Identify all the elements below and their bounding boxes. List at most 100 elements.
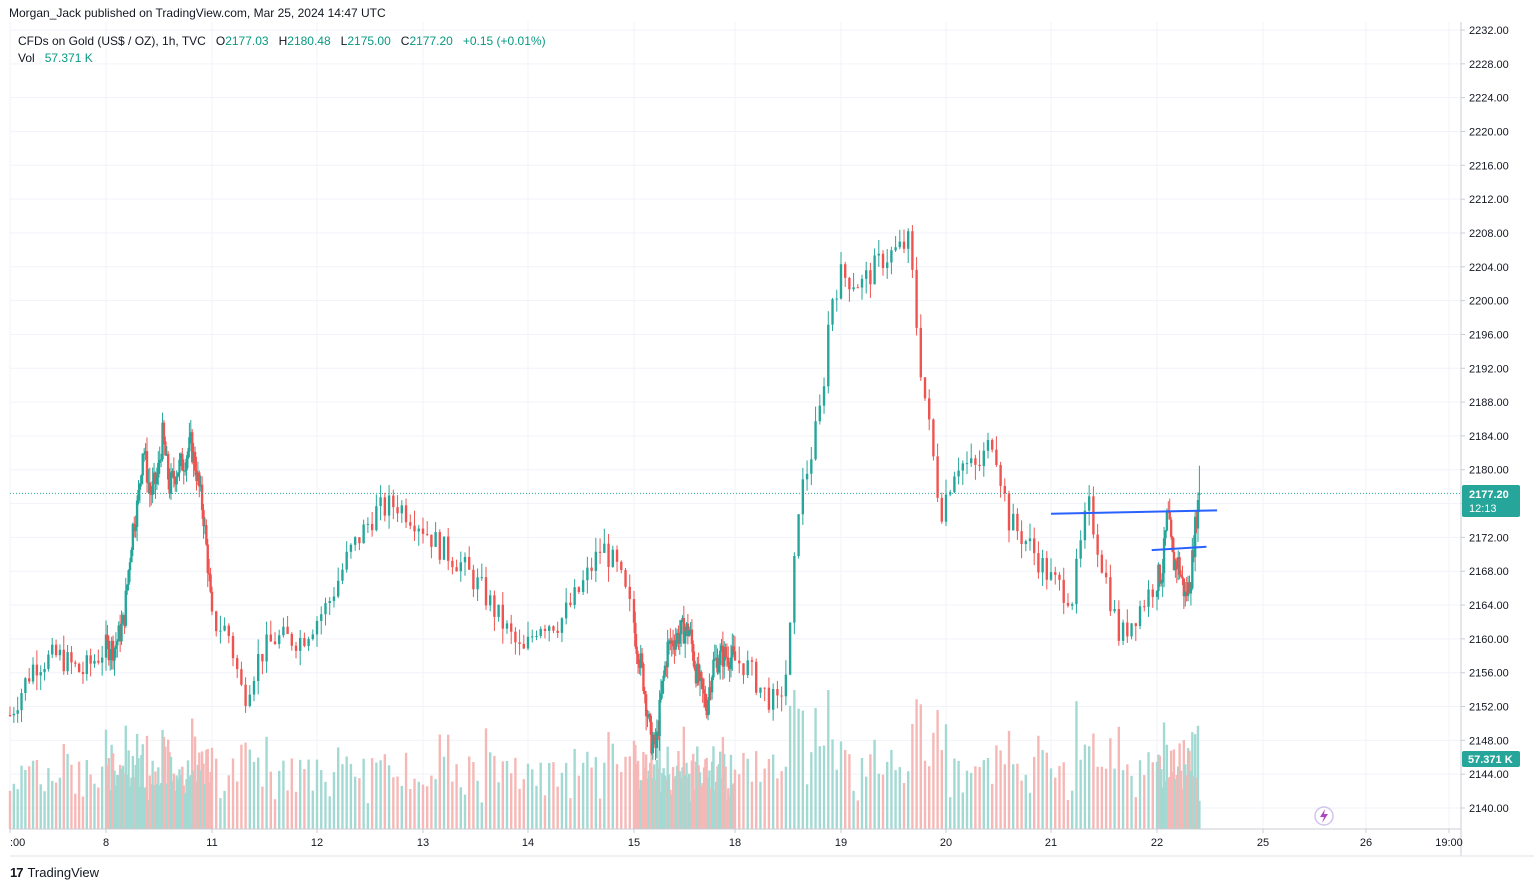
volume-bar — [818, 746, 821, 829]
brand-name: TradingView — [27, 865, 100, 880]
volume-bar — [480, 802, 483, 829]
volume-bar — [202, 763, 205, 829]
candle-body — [159, 459, 163, 461]
volume-bar — [801, 710, 805, 829]
volume-bar — [387, 765, 391, 829]
volume-bar — [400, 785, 403, 829]
volume-bar — [1164, 781, 1167, 829]
candle-body — [109, 655, 112, 661]
candle-body — [556, 630, 559, 633]
volume-bar — [505, 761, 509, 829]
volume-bar — [1188, 750, 1191, 829]
candle-body — [738, 660, 741, 664]
candle-body — [689, 629, 692, 631]
candle-body — [1037, 553, 1040, 573]
volume-bar — [651, 778, 655, 829]
volume-bar — [673, 778, 676, 829]
volume-bar — [66, 753, 69, 829]
y-tick-label: 2224.00 — [1469, 93, 1509, 105]
candle-body — [1071, 604, 1074, 606]
volume-bar — [426, 786, 429, 829]
candle-body — [1178, 557, 1181, 575]
candle-body — [278, 635, 281, 645]
volume-bar — [675, 765, 679, 829]
candle-body — [39, 672, 42, 676]
volume-bar — [77, 761, 81, 829]
candle-body — [273, 641, 277, 645]
candle-body — [915, 269, 918, 328]
volume-bar — [324, 781, 327, 829]
candle-body — [514, 631, 517, 643]
lightning-icon[interactable] — [1314, 806, 1334, 826]
volume-bar — [135, 733, 139, 829]
candle-body — [1160, 582, 1163, 584]
volume-bar — [16, 789, 19, 829]
candle-body — [244, 684, 247, 706]
volume-bar — [126, 774, 129, 829]
volume-bar — [729, 754, 733, 829]
candle-body — [1188, 582, 1191, 594]
volume-bar — [835, 769, 838, 829]
volume-bar — [210, 747, 214, 829]
volume-bar — [123, 773, 126, 829]
candle-body — [89, 655, 92, 664]
candle-body — [144, 451, 147, 454]
candle-body — [93, 660, 96, 664]
volume-bar — [1172, 749, 1176, 829]
volume-bar — [681, 767, 684, 829]
candle-body — [223, 625, 226, 631]
candle-body — [70, 652, 73, 663]
volume-bar — [928, 766, 931, 829]
volume-tag-value: 57.371 K — [1468, 754, 1513, 766]
candle-body — [303, 637, 306, 646]
volume-bar — [780, 771, 783, 829]
volume-bar — [693, 789, 696, 829]
volume-bar — [1062, 762, 1065, 829]
volume-bar — [205, 749, 208, 829]
volume-bar — [590, 767, 593, 829]
volume-bar — [1003, 764, 1006, 829]
volume-bar — [1109, 738, 1112, 829]
trendline — [1151, 545, 1207, 552]
volume-bar — [409, 788, 412, 829]
trendlines[interactable] — [1050, 509, 1218, 552]
candle-body — [793, 556, 796, 623]
volume-bar — [704, 759, 707, 829]
volume-bar — [793, 690, 796, 829]
candle-body — [1092, 496, 1095, 535]
candle-body — [434, 532, 437, 547]
candle-body — [784, 674, 788, 697]
candle-body — [1196, 500, 1200, 529]
volume-bar — [1083, 744, 1087, 829]
time-axis[interactable]: :00 8 11 12 13 14 15 18 19 20 21 22 25 26 19:00 — [9, 829, 1463, 849]
candle-body — [852, 287, 855, 290]
candle-body — [375, 506, 378, 531]
volume-bar — [392, 777, 395, 829]
volume-bar — [907, 771, 910, 829]
volume-bar — [294, 791, 298, 829]
volume-bar — [522, 779, 525, 829]
candle-body — [648, 713, 652, 723]
volume-bar — [1177, 766, 1180, 829]
candle-body — [674, 640, 677, 650]
volume-bar — [145, 735, 149, 829]
candle-body — [174, 478, 177, 485]
volume-bar — [586, 751, 589, 829]
candle-body — [704, 693, 707, 708]
candle-body — [12, 713, 16, 716]
candle-body — [686, 623, 690, 637]
volume-bar — [196, 764, 200, 829]
candle-body — [712, 659, 715, 678]
volume-bar — [594, 757, 598, 829]
volume-bar — [1157, 754, 1160, 829]
volume-bar — [548, 762, 551, 829]
footer-brand[interactable]: 17 TradingView — [10, 865, 99, 880]
candle-body — [894, 247, 897, 251]
price-axis[interactable]: 2140.00 2144.00 2148.00 2152.00 2156.00 2160.… — [1461, 25, 1509, 815]
volume-bar — [844, 749, 847, 829]
volume-bar — [8, 790, 12, 829]
candle-body — [286, 626, 289, 634]
volume-bar — [1087, 746, 1091, 829]
volume-bar — [413, 778, 416, 829]
